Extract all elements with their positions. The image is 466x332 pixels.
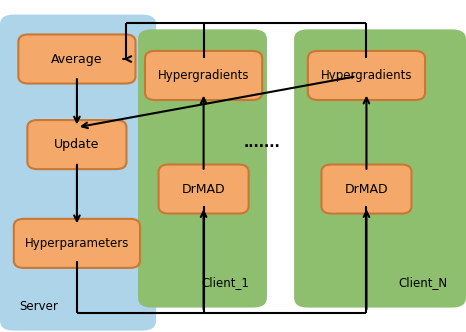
Text: Hypergradients: Hypergradients (321, 69, 412, 82)
FancyBboxPatch shape (27, 120, 126, 169)
Text: Update: Update (54, 138, 100, 151)
Text: Hypergradients: Hypergradients (158, 69, 249, 82)
Text: Client_N: Client_N (399, 277, 448, 290)
Text: .......: ....... (244, 136, 281, 150)
Text: Server: Server (19, 299, 58, 312)
FancyBboxPatch shape (308, 51, 425, 100)
Text: Client_1: Client_1 (201, 277, 249, 290)
FancyBboxPatch shape (145, 51, 262, 100)
FancyBboxPatch shape (14, 219, 140, 268)
FancyBboxPatch shape (18, 35, 136, 84)
Text: DrMAD: DrMAD (182, 183, 226, 196)
Text: Hyperparameters: Hyperparameters (25, 237, 129, 250)
FancyBboxPatch shape (294, 29, 466, 307)
FancyBboxPatch shape (158, 165, 248, 213)
FancyBboxPatch shape (138, 29, 267, 307)
FancyBboxPatch shape (0, 15, 156, 331)
Text: DrMAD: DrMAD (345, 183, 388, 196)
FancyBboxPatch shape (322, 165, 411, 213)
Text: Average: Average (51, 52, 103, 65)
